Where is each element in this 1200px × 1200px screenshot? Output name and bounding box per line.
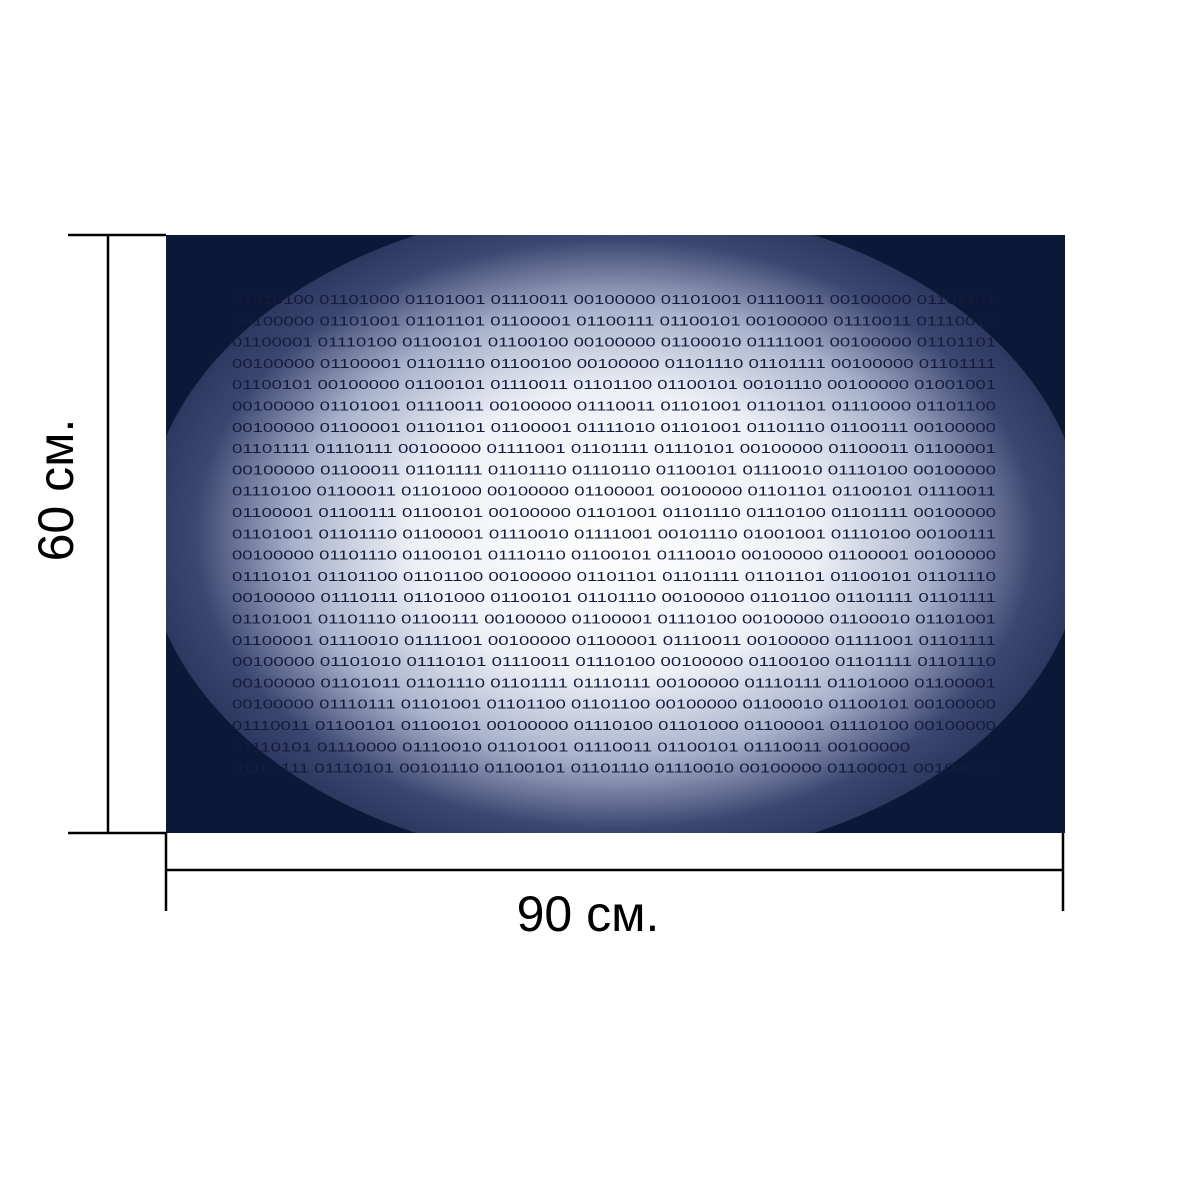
binary-row: 01101111 01110101 00101110 01100101 0110… [232,761,996,776]
dimension-lines [68,233,1065,911]
binary-row: 01110101 01110000 01110010 01101001 0111… [232,739,910,754]
binary-row: 01100001 01100111 01100101 00100000 0110… [232,505,996,520]
binary-row: 01100001 01110100 01100101 01100100 0010… [232,335,996,350]
binary-row: 00100000 01100011 01101111 01101110 0111… [232,462,996,477]
binary-row: 00100000 01101010 01110101 01110011 0111… [232,654,996,669]
binary-row: 01101001 01101110 01100001 01110010 0111… [232,526,996,541]
binary-row: 01010100 01101000 01101001 01110011 0010… [232,292,996,307]
binary-row: 00100000 01110111 01101001 01101100 0110… [232,697,996,712]
binary-row: 00100000 01100001 01101110 01100100 0010… [232,356,996,371]
binary-row: 01100101 00100000 01100101 01110011 0110… [232,377,996,392]
width-label: 90 см. [517,886,660,942]
binary-row: 00100000 01101011 01101110 01101111 0111… [232,675,996,690]
binary-row: 01100001 01110010 01111001 00100000 0110… [232,633,996,648]
binary-row: 00100000 01101001 01101101 01100001 0110… [232,313,996,328]
binary-row: 00100000 01101110 01100101 01110110 0110… [232,548,996,563]
binary-row: 01110011 01100101 01100101 00100000 0111… [232,718,996,733]
binary-row: 00100000 01101001 01110011 00100000 0111… [232,399,996,414]
binary-row: 00100000 01110111 01101000 01100101 0110… [232,590,996,605]
glow [166,235,1065,833]
binary-row: 01101111 01110111 00100000 01111001 0110… [232,441,996,456]
binary-row: 01101001 01101110 01100111 00100000 0110… [232,612,996,627]
binary-row: 00100000 01100001 01101101 01100001 0111… [232,420,996,435]
binary-text: 01010100 01101000 01101001 01110011 0010… [232,292,996,776]
binary-row: 01110100 01100011 01101000 00100000 0110… [232,484,996,499]
height-label: 60 см. [28,419,84,562]
binary-row: 01110101 01101100 01101100 00100000 0110… [232,569,996,584]
picture: 01010100 01101000 01101001 01110011 0010… [166,235,1065,833]
